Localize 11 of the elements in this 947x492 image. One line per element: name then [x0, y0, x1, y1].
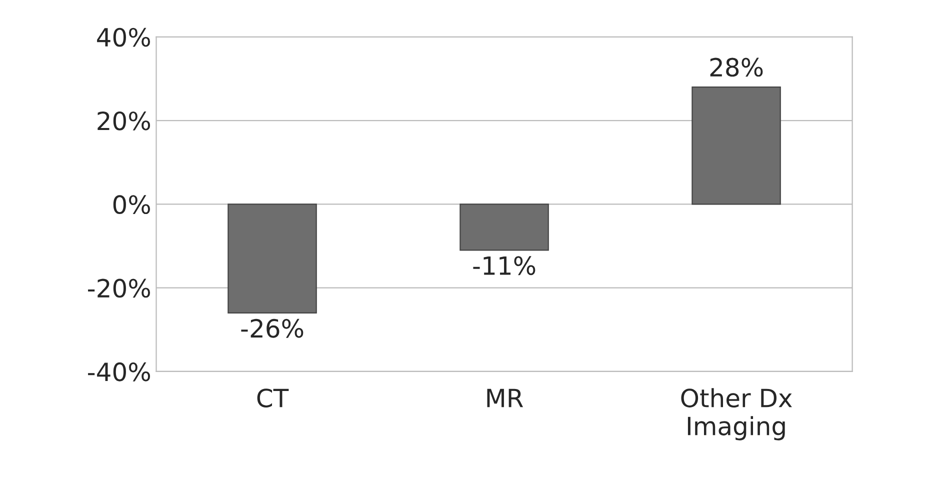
y-tick-label: -20% — [88, 278, 150, 298]
x-tick-label: CT — [257, 388, 289, 408]
data-label: 28% — [710, 58, 763, 77]
data-label: -26% — [241, 318, 304, 338]
y-tick-label: 20% — [98, 111, 150, 130]
y-tick-label: 0% — [113, 195, 150, 214]
x-tick-label: Other Dx Imaging — [681, 388, 792, 440]
x-tick-label: MR — [487, 388, 524, 408]
y-tick-label: -40% — [88, 362, 150, 382]
data-label: -11% — [473, 256, 536, 276]
y-tick-label: 40% — [97, 28, 150, 47]
